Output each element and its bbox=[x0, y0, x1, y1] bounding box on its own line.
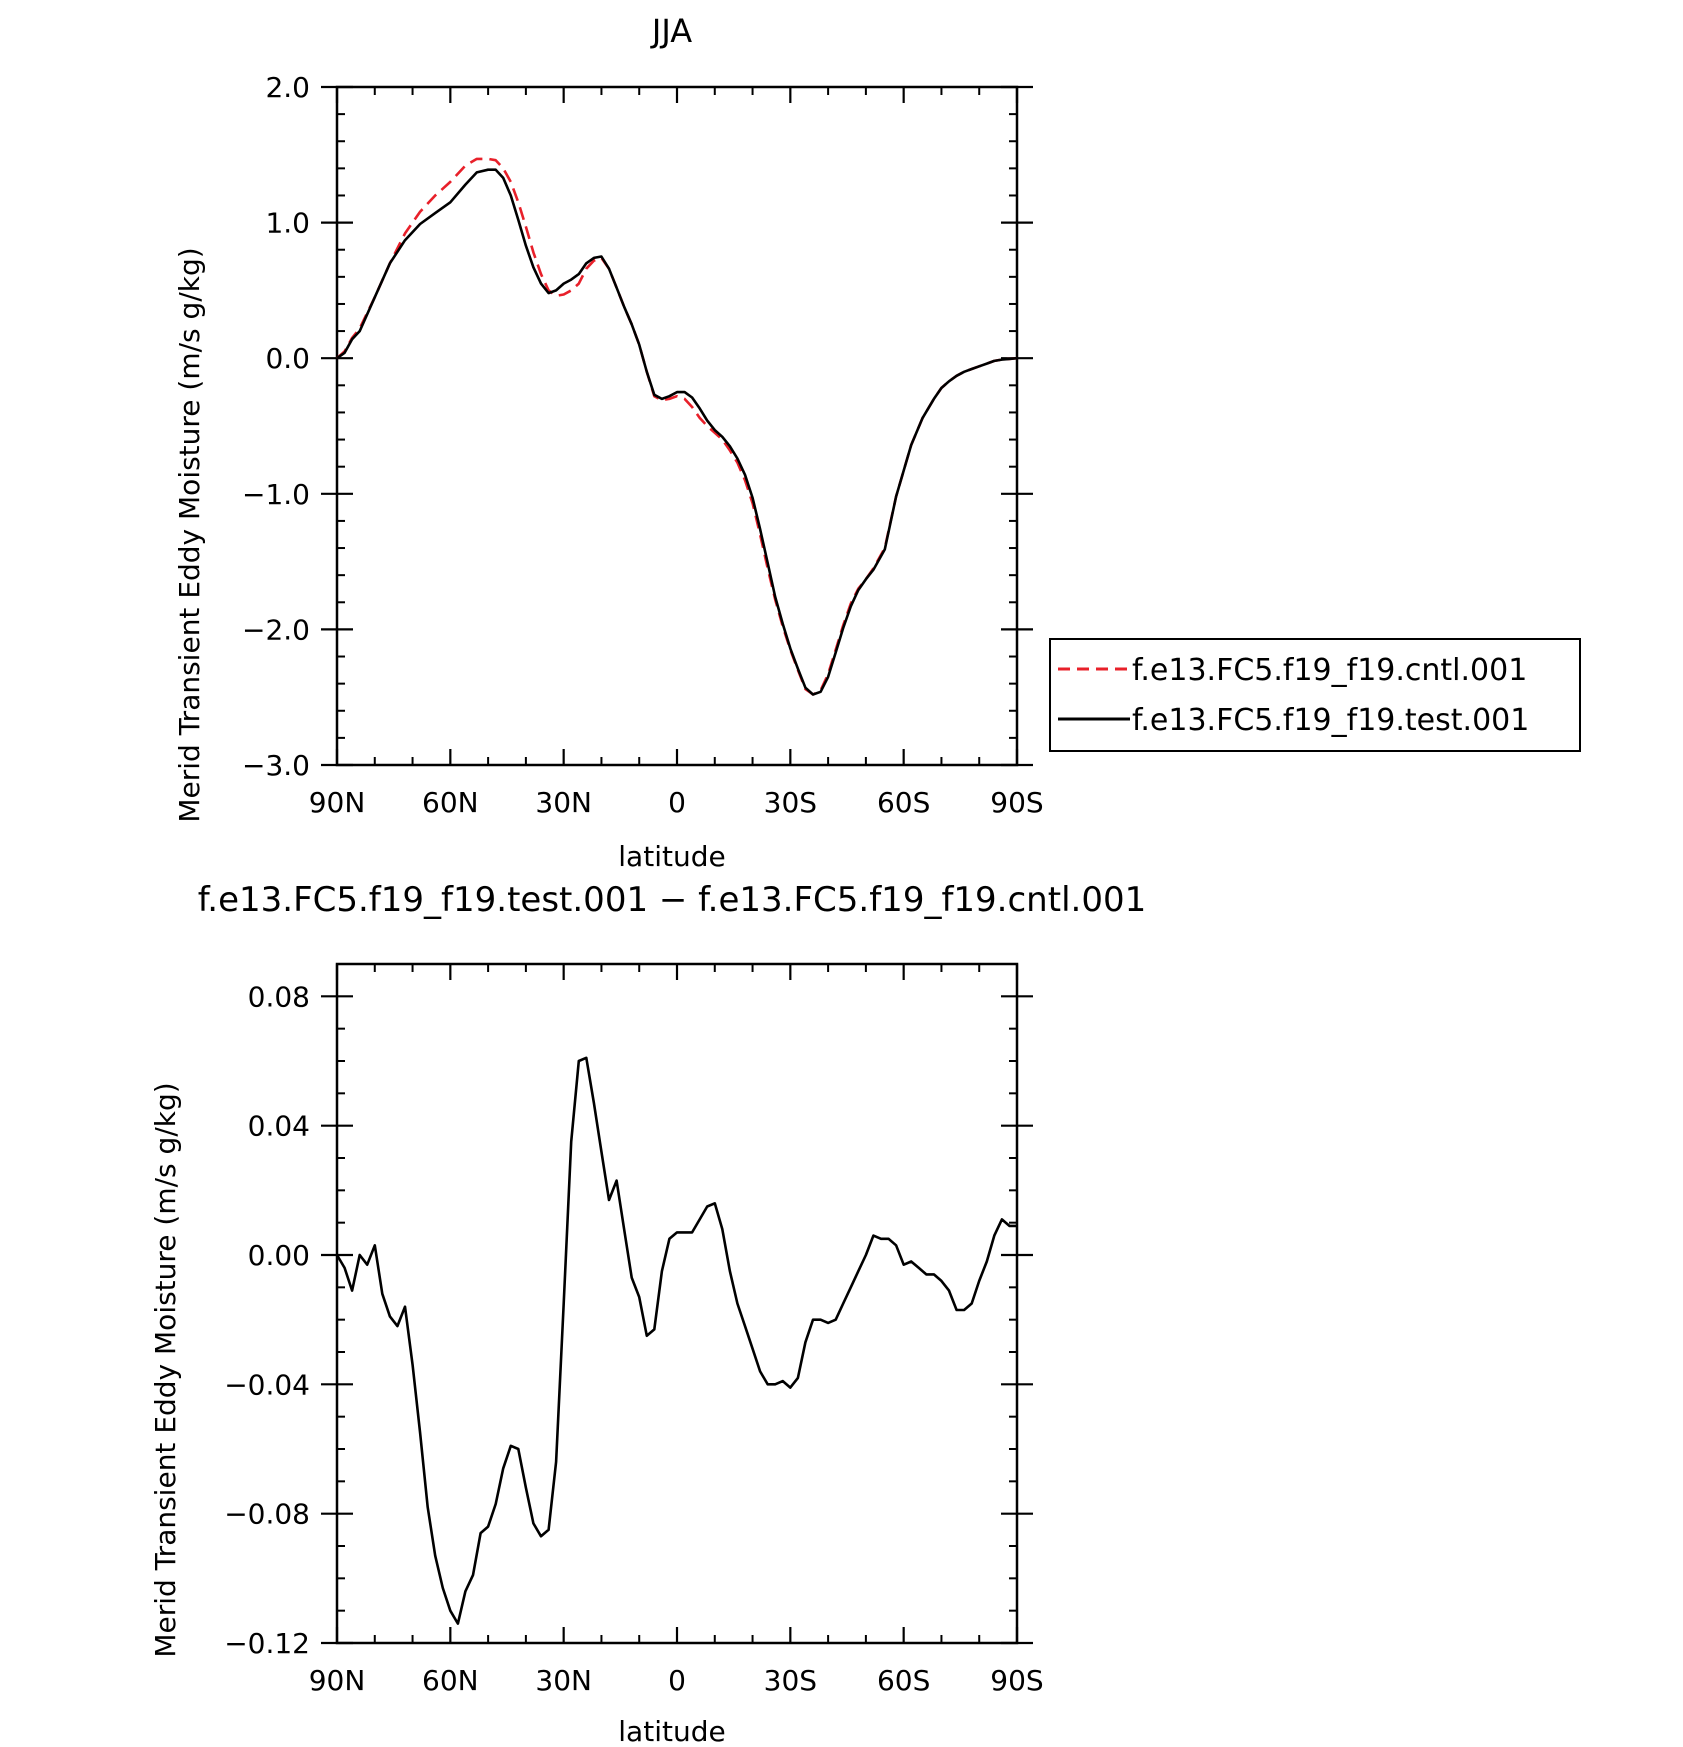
top-x-tick-label: 90N bbox=[309, 786, 366, 819]
top-plot-frame bbox=[335, 85, 1019, 767]
bottom-chart-title: f.e13.FC5.f19_f19.test.001 − f.e13.FC5.f… bbox=[198, 880, 1146, 920]
top-x-tick-label: 60S bbox=[877, 786, 930, 819]
top-x-tick-label: 30S bbox=[764, 786, 817, 819]
bottom-x-tick-label: 30N bbox=[535, 1664, 592, 1697]
top-y-tick-label: −3.0 bbox=[242, 749, 310, 782]
top-plot-area: 90N 60N 30N 0 30S 60S 90S 2.0 1.0 0.0 −1.0 −2.0 −3.0 bbox=[242, 71, 1044, 819]
bottom-panel: f.e13.FC5.f19_f19.test.001 − f.e13.FC5.f… bbox=[149, 880, 1146, 1747]
bottom-y-tick-label: −0.04 bbox=[224, 1368, 310, 1401]
top-chart-title: JJA bbox=[650, 12, 692, 50]
legend-label-cntl: f.e13.FC5.f19_f19.cntl.001 bbox=[1132, 653, 1527, 688]
bottom-x-tick-label: 0 bbox=[668, 1664, 686, 1697]
top-panel: JJA 90N 60N 30N 0 30S 60S 90S 2.0 1.0 0.0 −1.0 −2.0… bbox=[173, 12, 1581, 873]
bottom-y-tick-label: −0.08 bbox=[224, 1498, 310, 1531]
top-x-tick-label: 90S bbox=[990, 786, 1043, 819]
bottom-y-axis-label: Merid Transient Eddy Moisture (m/s g/kg) bbox=[149, 1082, 182, 1657]
top-y-axis-label: Merid Transient Eddy Moisture (m/s g/kg) bbox=[173, 247, 206, 822]
bottom-series-line-0 bbox=[335, 1056, 1017, 1625]
top-y-tick-label: −2.0 bbox=[242, 613, 310, 646]
legend-label-test: f.e13.FC5.f19_f19.test.001 bbox=[1132, 703, 1529, 738]
bottom-y-tick-label: 0.08 bbox=[248, 980, 310, 1013]
top-y-tick-label: 0.0 bbox=[265, 342, 310, 375]
top-y-tick-label: −1.0 bbox=[242, 478, 310, 511]
bottom-x-tick-label: 60N bbox=[422, 1664, 479, 1697]
top-y-tick-label: 1.0 bbox=[265, 207, 310, 240]
bottom-x-tick-label: 90N bbox=[309, 1664, 366, 1697]
top-x-tick-label: 30N bbox=[535, 786, 592, 819]
top-series-line-0 bbox=[336, 157, 1018, 696]
legend: f.e13.FC5.f19_f19.cntl.001 f.e13.FC5.f19… bbox=[1049, 638, 1581, 752]
top-x-tick-label: 0 bbox=[668, 786, 686, 819]
top-x-tick-label: 60N bbox=[422, 786, 479, 819]
legend-box bbox=[1049, 638, 1581, 752]
bottom-x-tick-label: 60S bbox=[877, 1664, 930, 1697]
bottom-x-axis-label: latitude bbox=[618, 1715, 725, 1747]
bottom-plot-area: 90N 60N 30N 0 30S 60S 90S 0.08 0.04 0.00 −0.04 −0.0… bbox=[224, 962, 1044, 1697]
bottom-plot-frame bbox=[335, 962, 1019, 1645]
top-x-axis-label: latitude bbox=[618, 840, 725, 873]
bottom-y-tick-label: 0.04 bbox=[248, 1110, 310, 1143]
bottom-y-tick-label: 0.00 bbox=[248, 1239, 310, 1272]
bottom-y-tick-label: −0.12 bbox=[224, 1627, 310, 1660]
top-series-line-1 bbox=[336, 168, 1018, 696]
top-y-tick-label: 2.0 bbox=[265, 71, 310, 104]
bottom-x-tick-label: 30S bbox=[764, 1664, 817, 1697]
bottom-x-tick-label: 90S bbox=[990, 1664, 1043, 1697]
